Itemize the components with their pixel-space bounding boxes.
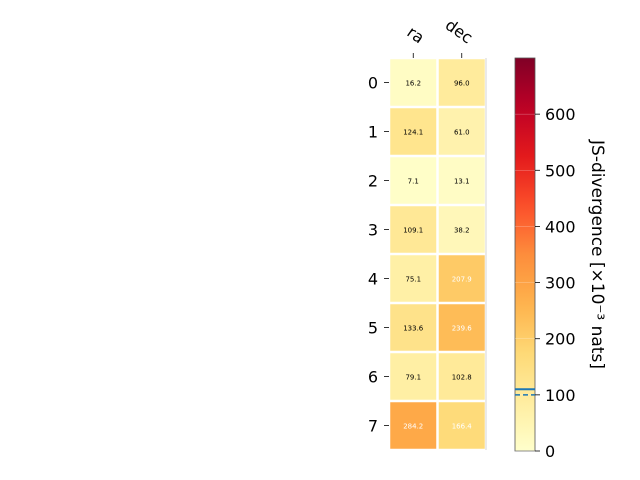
heatmap-cell [438, 59, 485, 106]
heatmap-grid: 16.2 96.0 124.1 61.0 7.1 13.1 109.1 38.2 75.1 207… [390, 58, 487, 450]
row-label: 3 [368, 221, 378, 240]
heatmap-cell [390, 206, 437, 253]
heatmap-cell [438, 304, 485, 351]
row-label: 6 [368, 368, 378, 387]
colorbar: 0 100 200 300 400 500 600 [514, 57, 576, 461]
heatmap-cell [390, 353, 437, 400]
colorbar-tick-label: 600 [545, 105, 576, 124]
heatmap-cell [390, 59, 437, 106]
row-label: 0 [368, 74, 378, 93]
colorbar-tick-label: 500 [545, 161, 576, 180]
cell-value-label: 61.0 [454, 129, 470, 137]
cell-value-label: 13.1 [454, 178, 470, 186]
cell-value-label: 207.9 [452, 276, 472, 284]
cell-value-label: 109.1 [403, 227, 423, 235]
cell-value-label: 75.1 [405, 276, 421, 284]
row-label: 4 [368, 270, 378, 289]
cell-value-label: 166.4 [452, 423, 473, 431]
cell-value-label: 16.2 [405, 80, 421, 88]
cell-value-label: 79.1 [405, 374, 421, 382]
cell-value-label: 124.1 [403, 129, 423, 137]
heatmap-cell [390, 108, 437, 155]
colorbar-tick-label: 200 [545, 330, 576, 349]
colorbar-tick-label: 400 [545, 217, 576, 236]
colorbar-tick-label: 300 [545, 274, 576, 293]
heatmap-cell [438, 402, 485, 449]
heatmap-cell [438, 108, 485, 155]
cell-value-label: 239.6 [452, 325, 473, 333]
colorbar-tick-label: 100 [545, 386, 576, 405]
heatmap-cell [438, 157, 485, 204]
colorbar-label: JS-divergence [×10⁻³ nats] [587, 139, 607, 369]
cell-value-label: 7.1 [408, 178, 419, 186]
row-label: 5 [368, 319, 378, 338]
row-label: 2 [368, 172, 378, 191]
row-labels: 0 1 2 3 4 5 6 7 [368, 74, 389, 436]
column-labels: ra dec [404, 15, 476, 58]
cell-value-label: 102.8 [452, 374, 472, 382]
heatmap-cell [438, 255, 485, 302]
heatmap-cell [390, 255, 437, 302]
heatmap-cell [438, 206, 485, 253]
cell-value-label: 133.6 [403, 325, 424, 333]
heatmap-cell [390, 304, 437, 351]
row-label: 7 [368, 417, 378, 436]
heatmap-cell [438, 353, 485, 400]
row-label: 1 [368, 123, 378, 142]
column-label: ra [404, 22, 428, 47]
colorbar-ticks: 0 100 200 300 400 500 600 [515, 105, 576, 461]
heatmap-cell [390, 402, 437, 449]
colorbar-gradient [514, 57, 536, 452]
cell-value-label: 284.2 [403, 423, 423, 431]
heatmap-cell [390, 157, 437, 204]
colorbar-tick-label: 0 [545, 442, 555, 461]
cell-value-label: 96.0 [454, 80, 470, 88]
cell-value-label: 38.2 [454, 227, 470, 235]
column-label: dec [442, 15, 476, 47]
